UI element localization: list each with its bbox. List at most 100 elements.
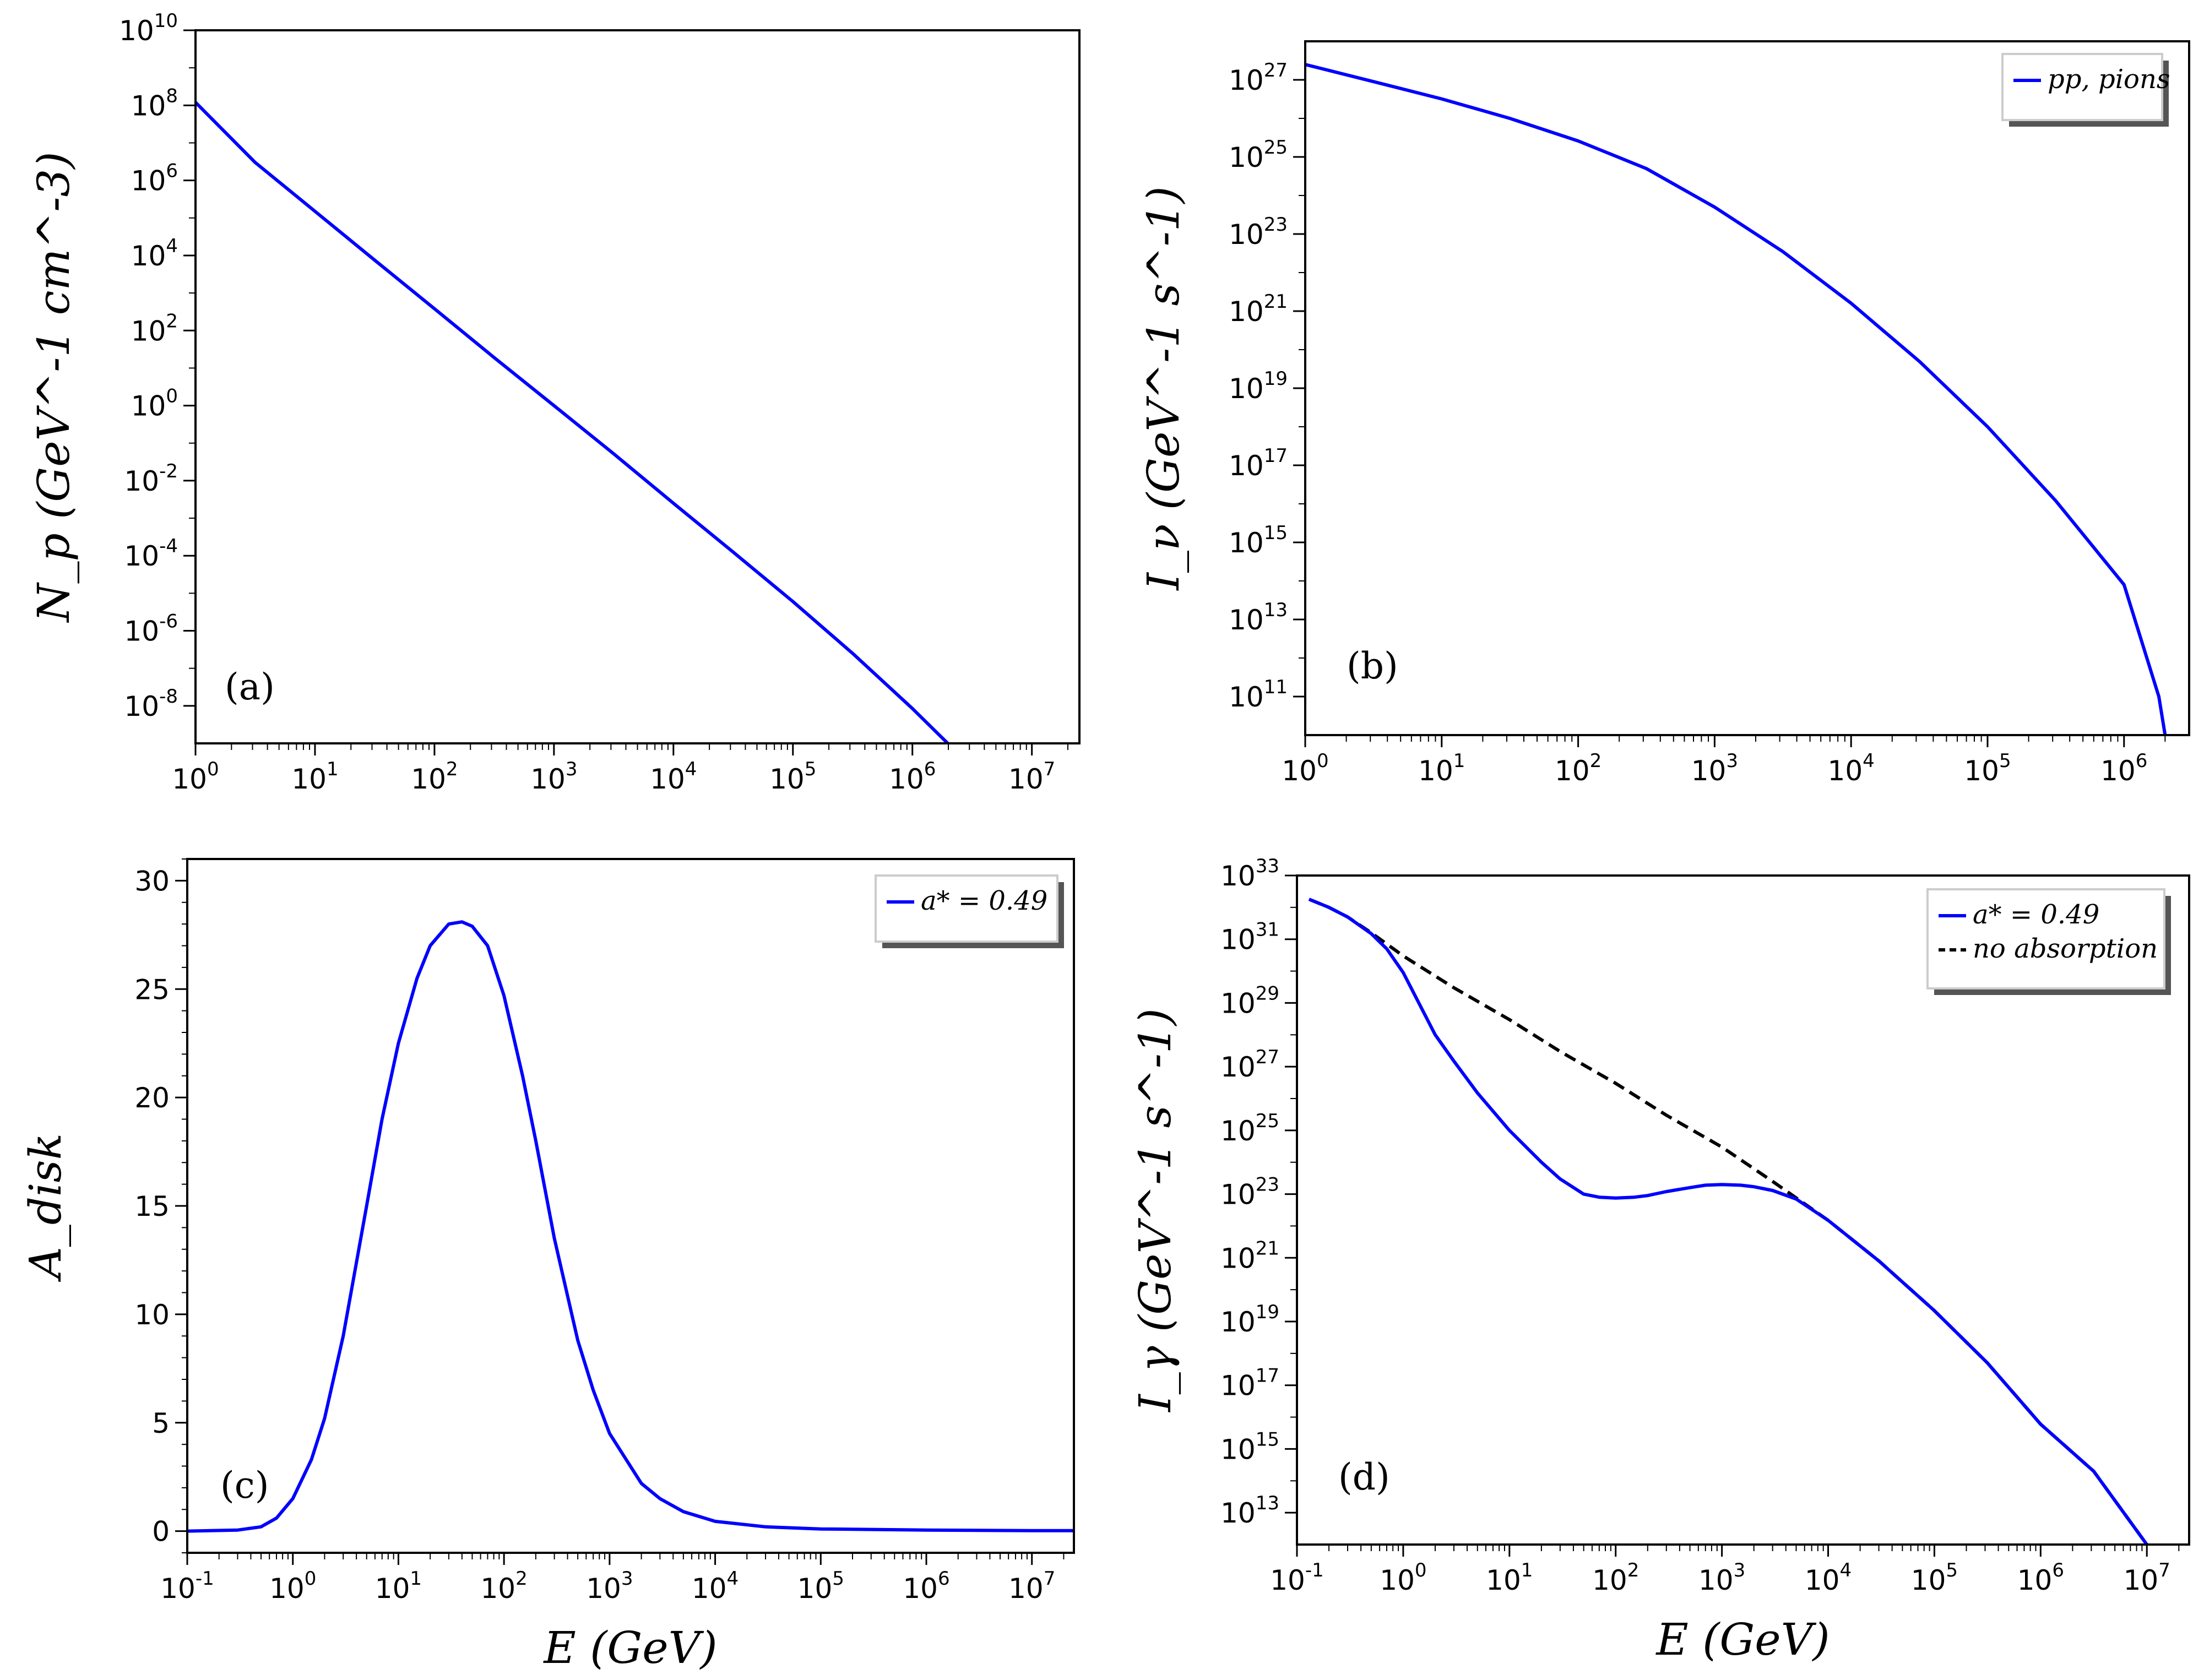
panel-label: (c) bbox=[220, 1464, 269, 1507]
y-tick-label: 1023 bbox=[1229, 214, 1288, 251]
x-tick-label: 101 bbox=[375, 1568, 422, 1605]
legend-box bbox=[1926, 888, 2165, 989]
y-tick-label: 30 bbox=[134, 865, 170, 897]
panel-c-chart: 10-1 100 101 102 103 104 105 106 107 0 5 10 15 20 25 30… bbox=[20, 858, 1075, 1673]
x-tick-label: 102 bbox=[481, 1568, 528, 1605]
y-tick-label: 0 bbox=[152, 1516, 170, 1548]
x-tick-label: 101 bbox=[291, 758, 338, 795]
x-tick-label: 104 bbox=[1805, 1559, 1852, 1596]
x-tick-label: 105 bbox=[1964, 750, 2011, 787]
x-tick-label: 103 bbox=[586, 1568, 633, 1605]
panel-b-chart: 100 101 102 103 104 105 106 1011 1013 1015 1017 101… bbox=[1138, 40, 2190, 787]
y-tick-label: 1013 bbox=[1229, 599, 1288, 636]
x-tick-label: 106 bbox=[2100, 750, 2147, 787]
x-tick-label: 100 bbox=[1380, 1559, 1426, 1596]
x-tick-label: 102 bbox=[1555, 750, 1602, 787]
series-line-solid bbox=[1305, 63, 2167, 735]
y-axis-label: N_p (GeV^-1 cm^-3) bbox=[28, 151, 79, 623]
x-tick-label: 107 bbox=[1008, 1568, 1055, 1605]
y-tick-label: 1017 bbox=[1229, 445, 1288, 482]
plot-frame bbox=[1296, 874, 2190, 1546]
y-tick-label: 1021 bbox=[1229, 291, 1288, 328]
x-tick-label: 10-1 bbox=[160, 1568, 214, 1605]
panel-label: (a) bbox=[225, 666, 275, 708]
y-tick-label: 1015 bbox=[1229, 522, 1288, 559]
y-tick-label: 1027 bbox=[1220, 1046, 1279, 1083]
x-tick-label: 106 bbox=[2017, 1559, 2064, 1596]
x-tick-label: 104 bbox=[650, 758, 697, 795]
y-tick-label: 10-2 bbox=[124, 460, 178, 497]
y-axis-label: I_ν (GeV^-1 s^-1) bbox=[1138, 186, 1189, 591]
x-tick-label: 103 bbox=[1698, 1559, 1745, 1596]
series-line-solid bbox=[187, 920, 1074, 1533]
y-tick-label: 10 bbox=[134, 1299, 170, 1331]
panel-label: (d) bbox=[1338, 1456, 1390, 1498]
x-tick-label: 102 bbox=[411, 758, 458, 795]
x-tick-label: 105 bbox=[769, 758, 816, 795]
legend-box bbox=[875, 874, 1058, 943]
x-tick-label: 103 bbox=[1691, 750, 1738, 787]
x-tick-label: 106 bbox=[903, 1568, 949, 1605]
y-tick-label: 20 bbox=[134, 1082, 170, 1114]
x-tick-label: 102 bbox=[1592, 1559, 1639, 1596]
plot-frame bbox=[194, 29, 1081, 744]
x-tick-label: 100 bbox=[1282, 750, 1328, 787]
y-tick-label: 100 bbox=[131, 385, 178, 422]
y-tick-label: 108 bbox=[131, 85, 178, 122]
y-tick-label: 1010 bbox=[119, 10, 178, 47]
series-line-solid bbox=[1308, 898, 2149, 1545]
y-tick-label: 5 bbox=[152, 1407, 170, 1439]
x-tick-label: 104 bbox=[1828, 750, 1875, 787]
y-tick-label: 1019 bbox=[1229, 368, 1288, 405]
x-tick-label: 101 bbox=[1418, 750, 1465, 787]
panel-a-chart: 100 101 102 103 104 105 106 107 10-8 10-6 10-4 10-2… bbox=[28, 10, 1081, 795]
legend-label: no absorption bbox=[1973, 933, 2158, 964]
y-tick-label: 106 bbox=[131, 160, 178, 197]
y-tick-label: 1033 bbox=[1220, 855, 1279, 892]
y-tick-label: 1017 bbox=[1220, 1365, 1279, 1402]
panel-label: (b) bbox=[1347, 645, 1398, 687]
y-tick-label: 1031 bbox=[1220, 919, 1279, 956]
legend-label: pp, pions bbox=[2048, 64, 2170, 95]
y-axis-label: I_γ (GeV^-1 s^-1) bbox=[1130, 1008, 1181, 1413]
y-tick-label: 1015 bbox=[1220, 1428, 1279, 1465]
y-tick-label: 102 bbox=[131, 310, 178, 347]
y-tick-label: 15 bbox=[134, 1190, 170, 1222]
x-tick-label: 104 bbox=[692, 1568, 739, 1605]
x-axis-label: E (GeV) bbox=[542, 1622, 717, 1673]
y-axis-label: A_disk bbox=[20, 1133, 71, 1282]
legend-label: a* = 0.49 bbox=[1973, 899, 2099, 930]
x-tick-label: 103 bbox=[530, 758, 577, 795]
y-tick-label: 1025 bbox=[1229, 137, 1288, 173]
y-tick-label: 104 bbox=[131, 235, 178, 272]
x-tick-label: 105 bbox=[1911, 1559, 1958, 1596]
y-tick-label: 1027 bbox=[1229, 59, 1288, 96]
y-tick-label: 1029 bbox=[1220, 982, 1279, 1019]
x-tick-label: 107 bbox=[2124, 1559, 2170, 1596]
y-tick-label: 1019 bbox=[1220, 1301, 1279, 1338]
x-tick-label: 101 bbox=[1486, 1559, 1533, 1596]
y-tick-label: 25 bbox=[134, 974, 170, 1005]
y-tick-label: 10-4 bbox=[124, 535, 178, 572]
x-tick-label: 100 bbox=[172, 758, 219, 795]
plot-frame bbox=[1304, 40, 2190, 736]
x-tick-label: 106 bbox=[889, 758, 936, 795]
series-line-solid bbox=[196, 101, 951, 743]
y-tick-label: 10-6 bbox=[124, 611, 178, 648]
x-axis-label: E (GeV) bbox=[1655, 1614, 1830, 1665]
y-tick-label: 10-8 bbox=[124, 686, 178, 722]
x-tick-label: 105 bbox=[797, 1568, 844, 1605]
y-tick-label: 1023 bbox=[1220, 1174, 1279, 1211]
y-tick-label: 1025 bbox=[1220, 1110, 1279, 1147]
x-tick-label: 107 bbox=[1008, 758, 1055, 795]
legend-label: a* = 0.49 bbox=[921, 885, 1047, 916]
panel-d-chart: 10-1 100 101 102 103 104 105 106 107 1013 1015 1017… bbox=[1130, 855, 2190, 1665]
plot-frame bbox=[186, 858, 1075, 1554]
y-tick-label: 1013 bbox=[1220, 1492, 1279, 1529]
x-tick-label: 10-1 bbox=[1270, 1559, 1324, 1596]
y-tick-label: 1021 bbox=[1220, 1237, 1279, 1274]
y-tick-label: 1011 bbox=[1229, 676, 1288, 713]
legend-box bbox=[2001, 53, 2163, 121]
series-line-dashed bbox=[1308, 898, 2149, 1545]
